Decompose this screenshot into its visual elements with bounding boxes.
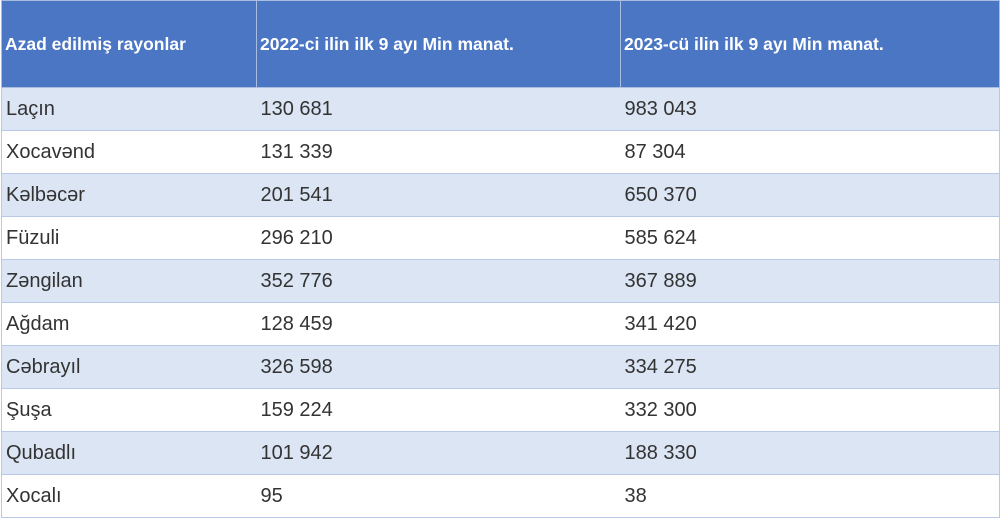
- value-cell: 131 339: [256, 130, 621, 174]
- table-row: Laçın 130 681 983 043: [1, 87, 1000, 131]
- value-cell: 201 541: [256, 173, 621, 217]
- value-cell: 367 889: [620, 259, 1000, 303]
- value-cell: 101 942: [256, 431, 621, 475]
- value-cell: 159 224: [256, 388, 621, 432]
- value-cell: 983 043: [620, 87, 1000, 131]
- value-cell: 334 275: [620, 345, 1000, 389]
- value-cell: 650 370: [620, 173, 1000, 217]
- header-cell: 2022-ci ilin ilk 9 ayı Min manat.: [256, 0, 621, 88]
- table-row: Xocavənd 131 339 87 304: [1, 130, 1000, 174]
- value-cell: 326 598: [256, 345, 621, 389]
- table-header: Azad edilmiş rayonlar 2022-ci ilin ilk 9 …: [1, 0, 1000, 88]
- district-cell: Kəlbəcər: [1, 173, 257, 217]
- header-row: Azad edilmiş rayonlar 2022-ci ilin ilk 9 …: [1, 0, 1000, 88]
- table-row: Cəbrayıl 326 598 334 275: [1, 345, 1000, 389]
- value-cell: 38: [620, 474, 1000, 518]
- district-cell: Laçın: [1, 87, 257, 131]
- value-cell: 188 330: [620, 431, 1000, 475]
- value-cell: 95: [256, 474, 621, 518]
- value-cell: 87 304: [620, 130, 1000, 174]
- district-cell: Xocalı: [1, 474, 257, 518]
- value-cell: 352 776: [256, 259, 621, 303]
- district-cell: Xocavənd: [1, 130, 257, 174]
- value-cell: 296 210: [256, 216, 621, 260]
- value-cell: 332 300: [620, 388, 1000, 432]
- table-row: Şuşa 159 224 332 300: [1, 388, 1000, 432]
- district-cell: Şuşa: [1, 388, 257, 432]
- table-row: Ağdam 128 459 341 420: [1, 302, 1000, 346]
- district-cell: Füzuli: [1, 216, 257, 260]
- table-row: Qubadlı 101 942 188 330: [1, 431, 1000, 475]
- district-cell: Ağdam: [1, 302, 257, 346]
- table-row: Füzuli 296 210 585 624: [1, 216, 1000, 260]
- header-cell: 2023-cü ilin ilk 9 ayı Min manat.: [620, 0, 1000, 88]
- table-row: Xocalı 95 38: [1, 474, 1000, 518]
- value-cell: 130 681: [256, 87, 621, 131]
- header-cell: Azad edilmiş rayonlar: [1, 0, 257, 88]
- table-body: Laçın 130 681 983 043 Xocavənd 131 339 87 304…: [1, 87, 1000, 518]
- district-cell: Zəngilan: [1, 259, 257, 303]
- district-cell: Qubadlı: [1, 431, 257, 475]
- value-cell: 341 420: [620, 302, 1000, 346]
- value-cell: 128 459: [256, 302, 621, 346]
- value-cell: 585 624: [620, 216, 1000, 260]
- table-row: Kəlbəcər 201 541 650 370: [1, 173, 1000, 217]
- district-cell: Cəbrayıl: [1, 345, 257, 389]
- table-row: Zəngilan 352 776 367 889: [1, 259, 1000, 303]
